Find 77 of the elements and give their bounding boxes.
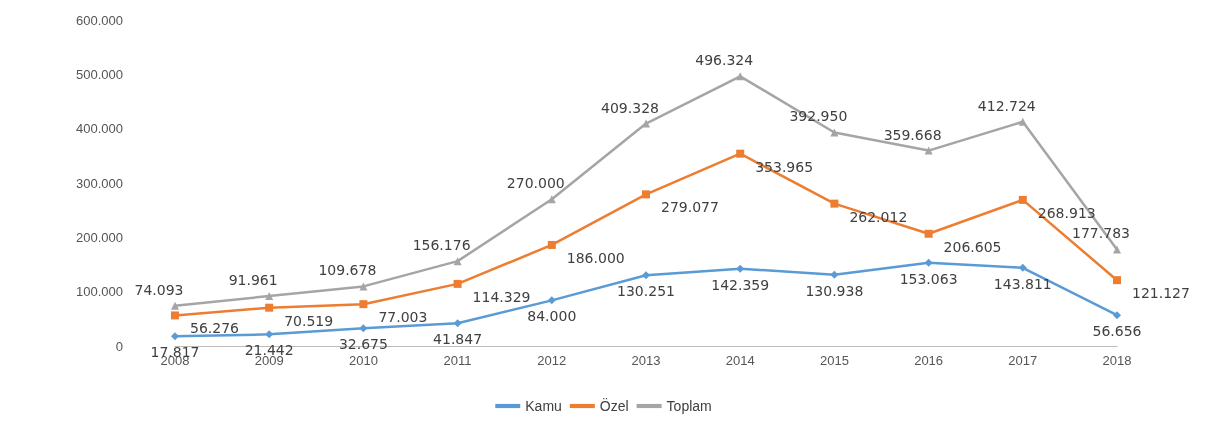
data-label: 496.324 — [695, 52, 754, 69]
point — [453, 257, 462, 266]
x-tick-label: 2016 — [914, 353, 944, 368]
legend-label: Kamu — [525, 398, 562, 414]
point — [642, 271, 650, 280]
y-tick-label: 600.000 — [76, 12, 123, 28]
point — [1018, 195, 1027, 204]
x-tick-label: 2014 — [725, 353, 755, 368]
data-label: 177.783 — [1072, 225, 1130, 242]
point — [642, 190, 650, 199]
point — [453, 279, 462, 288]
point — [736, 149, 745, 158]
point — [1018, 263, 1027, 272]
data-label: 56.276 — [190, 320, 240, 337]
data-label: 109.678 — [318, 262, 377, 279]
data-label: 409.328 — [601, 99, 659, 116]
point — [736, 264, 745, 273]
data-label: 56.656 — [1092, 323, 1142, 340]
data-label: 74.093 — [134, 281, 184, 298]
data-label: 270.000 — [506, 175, 565, 192]
data-label: 206.605 — [943, 238, 1002, 255]
y-tick-label: 0 — [115, 338, 123, 354]
x-tick-label: 2010 — [348, 353, 378, 368]
data-label: 84.000 — [527, 308, 577, 325]
data-label: 156.176 — [412, 237, 471, 254]
legend-label: Özel — [599, 397, 629, 414]
x-tick-label: 2017 — [1008, 353, 1038, 368]
data-label: 186.000 — [566, 249, 625, 266]
point — [265, 303, 274, 312]
x-tick-label: 2012 — [537, 353, 567, 368]
data-label: 77.003 — [378, 309, 428, 326]
point — [830, 199, 839, 208]
point — [830, 270, 839, 279]
data-label: 130.938 — [805, 282, 864, 299]
x-tick-label: 2018 — [1102, 353, 1132, 368]
point — [265, 292, 274, 301]
data-label: 121.127 — [1132, 285, 1190, 302]
point — [1113, 245, 1121, 254]
point — [1113, 311, 1121, 320]
point — [642, 119, 650, 128]
y-tick-label: 500.000 — [76, 66, 123, 82]
point — [547, 240, 556, 249]
point — [924, 258, 933, 267]
data-label: 130.251 — [617, 283, 675, 300]
data-label: 70.519 — [284, 312, 334, 329]
data-label: 143.811 — [993, 275, 1052, 292]
data-label: 153.063 — [899, 270, 958, 287]
x-tick-label: 2011 — [443, 353, 472, 368]
y-tick-label: 200.000 — [76, 229, 123, 245]
legend-label: Toplam — [666, 398, 712, 414]
point — [1018, 117, 1027, 126]
point — [924, 229, 933, 238]
point — [265, 330, 274, 339]
data-label: 392.950 — [789, 108, 848, 125]
point — [359, 324, 368, 333]
point — [359, 300, 368, 309]
point — [171, 301, 179, 310]
data-label: 142.359 — [711, 276, 770, 293]
point — [171, 311, 179, 320]
point — [171, 332, 179, 341]
data-label: 268.913 — [1037, 204, 1096, 221]
data-label: 41.847 — [433, 331, 483, 348]
y-tick-label: 300.000 — [76, 175, 123, 191]
data-label: 359.668 — [883, 126, 942, 143]
x-tick-label: 2015 — [819, 353, 849, 368]
data-label: 91.961 — [228, 272, 278, 289]
point — [547, 296, 556, 305]
x-tick-label: 2013 — [631, 353, 661, 368]
data-label: 279.077 — [661, 199, 719, 216]
data-label: 32.675 — [338, 336, 388, 353]
point — [924, 146, 933, 155]
point — [453, 319, 462, 328]
y-tick-label: 100.000 — [76, 284, 123, 300]
data-label: 412.724 — [977, 97, 1036, 114]
y-tick-label: 400.000 — [76, 121, 123, 137]
point — [1113, 276, 1121, 285]
data-label: 114.329 — [472, 288, 531, 305]
